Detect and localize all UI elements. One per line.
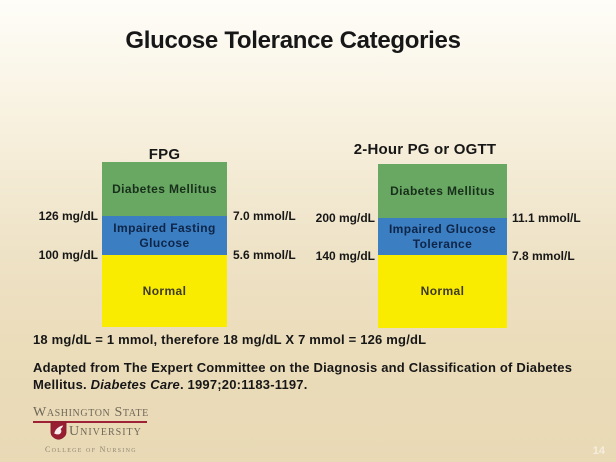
wsu-logo-line1: Washington State: [33, 405, 149, 420]
fpg-segment-normal: Normal: [102, 255, 227, 327]
wsu-logo: Washington State University College of N…: [33, 406, 149, 454]
chart-ogtt-title: 2-Hour PG or OGTT: [353, 141, 497, 158]
chart-ogtt-bar: Diabetes Mellitus Impaired Glucose Toler…: [378, 164, 507, 328]
wsu-logo-row: University: [50, 421, 149, 441]
wsu-logo-college: College of Nursing: [45, 445, 137, 454]
slide-number: 14: [592, 445, 605, 457]
ogtt-segment-impaired-glucose-tolerance: Impaired Glucose Tolerance: [378, 218, 507, 255]
segment-label: Diabetes Mellitus: [112, 181, 217, 196]
segment-label: Diabetes Mellitus: [390, 183, 495, 198]
citation-prefix: Adapted from The Expert Committee on the…: [33, 360, 573, 392]
segment-label: Impaired Glucose Tolerance: [388, 222, 497, 251]
chart-fpg-bar: Diabetes Mellitus Impaired Fasting Gluco…: [102, 162, 227, 327]
ogtt-threshold-11-1-mmol: 11.1 mmol/L: [512, 211, 581, 225]
ogtt-threshold-7-8-mmol: 7.8 mmol/L: [512, 249, 575, 263]
ogtt-threshold-140-mgdl: 140 mg/dL: [315, 249, 375, 263]
fpg-threshold-100-mgdl: 100 mg/dL: [38, 248, 98, 262]
fpg-threshold-7-0-mmol: 7.0 mmol/L: [233, 209, 296, 223]
fpg-threshold-5-6-mmol: 5.6 mmol/L: [233, 248, 296, 262]
wsu-cougar-shield-icon: [50, 421, 67, 440]
citation: Adapted from The Expert Committee on the…: [33, 360, 590, 394]
fpg-threshold-126-mgdl: 126 mg/dL: [38, 209, 98, 223]
citation-journal: Diabetes Care: [90, 376, 180, 392]
citation-suffix: . 1997;20:1183-1197.: [179, 376, 308, 392]
fpg-segment-impaired-fasting-glucose: Impaired Fasting Glucose: [102, 216, 227, 255]
segment-label: Normal: [142, 283, 187, 298]
ogtt-segment-normal: Normal: [378, 255, 507, 328]
segment-label: Impaired Fasting Glucose: [113, 221, 216, 250]
fpg-segment-diabetes-mellitus: Diabetes Mellitus: [102, 162, 227, 216]
ogtt-segment-diabetes-mellitus: Diabetes Mellitus: [378, 164, 507, 218]
segment-label: Normal: [420, 284, 465, 299]
ogtt-threshold-200-mgdl: 200 mg/dL: [315, 211, 375, 225]
chart-fpg-title: FPG: [148, 146, 181, 163]
wsu-logo-rule: [33, 421, 147, 423]
wsu-logo-line2: University: [69, 424, 142, 439]
slide-title: Glucose Tolerance Categories: [125, 27, 461, 54]
conversion-note: 18 mg/dL = 1 mmol, therefore 18 mg/dL X …: [33, 332, 427, 347]
